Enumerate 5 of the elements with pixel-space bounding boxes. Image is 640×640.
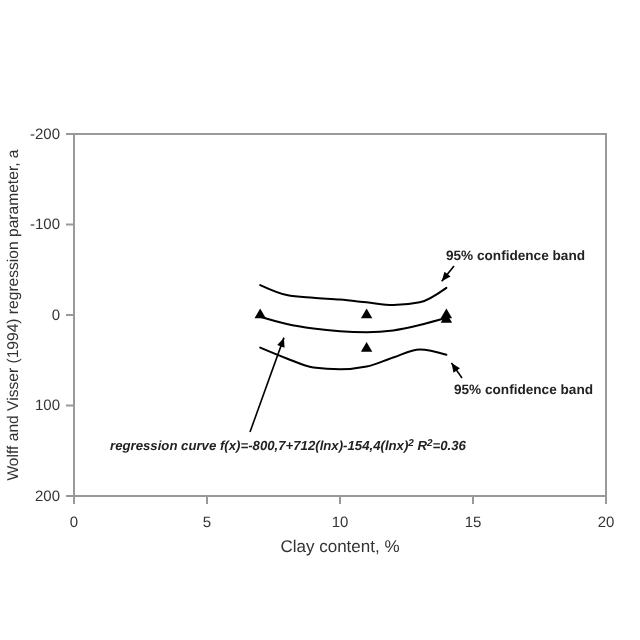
line-series xyxy=(259,284,448,307)
point xyxy=(360,341,373,352)
point xyxy=(360,308,373,319)
line-series xyxy=(259,346,448,371)
x-axis-title: Clay content, % xyxy=(280,536,401,556)
